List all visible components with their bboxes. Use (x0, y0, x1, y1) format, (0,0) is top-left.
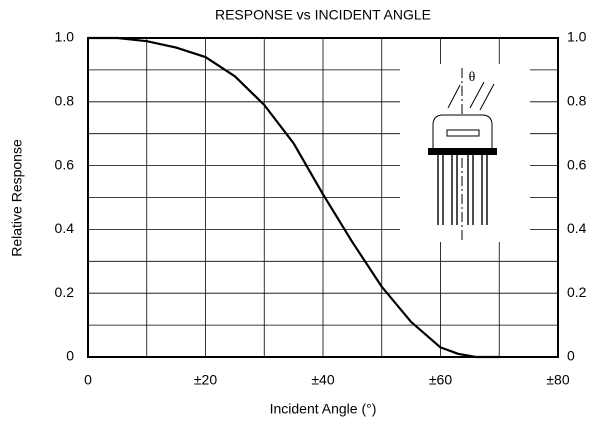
y-tick-label: 0.6 (55, 156, 75, 172)
y-tick-label: 0.2 (55, 284, 75, 300)
flange (428, 148, 497, 155)
y-tick-label-right: 1.0 (567, 29, 587, 45)
x-tick-label: ±20 (194, 372, 217, 388)
y-tick-label-right: 0.4 (567, 220, 587, 236)
y-tick-label: 0.4 (55, 220, 75, 236)
x-tick-label: ±80 (546, 372, 569, 388)
y-tick-label-right: 0.8 (567, 93, 587, 109)
x-tick-label: ±60 (429, 372, 452, 388)
chart: RESPONSE vs INCIDENT ANGLE Incident Angl… (0, 0, 610, 423)
y-tick-label: 0 (66, 348, 74, 364)
die (447, 130, 479, 136)
y-tick-label-right: 0.6 (567, 156, 587, 172)
x-axis-label: Incident Angle (°) (270, 401, 377, 417)
y-tick-label-right: 0.2 (567, 284, 587, 300)
angle-label: θ (469, 70, 476, 85)
y-tick-label: 0.8 (55, 93, 75, 109)
y-axis-label: Relative Response (9, 139, 25, 257)
x-tick-label: ±40 (311, 372, 334, 388)
x-tick-label: 0 (84, 372, 92, 388)
page: RESPONSE vs INCIDENT ANGLE Incident Angl… (0, 0, 610, 423)
inset: θ (400, 64, 530, 242)
y-tick-label-right: 0 (567, 348, 575, 364)
chart-title: RESPONSE vs INCIDENT ANGLE (215, 7, 431, 23)
y-tick-label: 1.0 (55, 29, 75, 45)
